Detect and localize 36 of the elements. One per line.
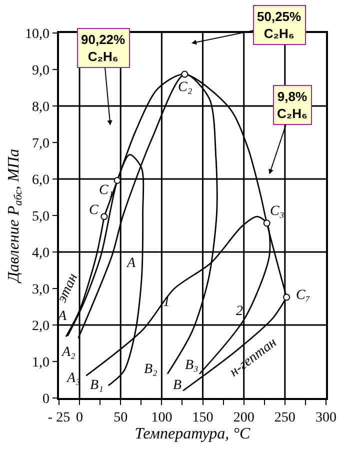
annotation: 9,8% C₂H₆ [277,89,308,121]
y-tick-label: 4,0 [32,246,50,261]
x-tick-label: 0 [76,410,84,426]
x-tick-label: 200 [233,410,254,426]
annotation: этан [54,271,82,306]
annotation: B₁ [90,378,104,393]
annotation: B [173,378,182,393]
y-tick-label: 8,0 [32,100,50,115]
y-tick-label: 5,0 [32,209,50,224]
annotation: C₇ [296,288,310,303]
y-tick-label: 7,0 [32,136,50,152]
annotation: 2 [236,304,243,319]
annotation: 50,25% C₂H₆ [257,9,302,41]
x-tick-label: 250 [274,410,296,426]
x-tick-label: 150 [192,410,214,426]
y-tick-label: 10,0 [24,26,50,42]
y-tick-label: 1,0 [32,355,50,370]
y-tick-label: 3,0 [32,282,50,298]
annotation: 90,22% C₂H₆ [81,32,126,64]
annotation: A [126,256,136,271]
annotation: C₂ [178,80,192,95]
y-tick-label: 0 [42,392,50,407]
x-tick-label: 100 [151,410,172,426]
x-tick-label: 300 [316,410,336,426]
y-tick-label: 6,0 [32,172,50,188]
x-axis-title: Температура, °C [134,426,251,443]
x-tick-label: 50 [114,410,128,426]
annotation: C [89,203,99,218]
x-tick-label: - 25 [48,410,70,426]
annotation: C₃ [270,204,284,219]
annotation: B₃ [185,358,199,373]
y-tick-label: 9,0 [32,63,50,78]
annotation: B₂ [144,362,158,377]
annotation: C₁ [99,183,114,198]
y-tick-label: 2,0 [32,318,50,334]
annotation: A₂ [61,345,76,360]
